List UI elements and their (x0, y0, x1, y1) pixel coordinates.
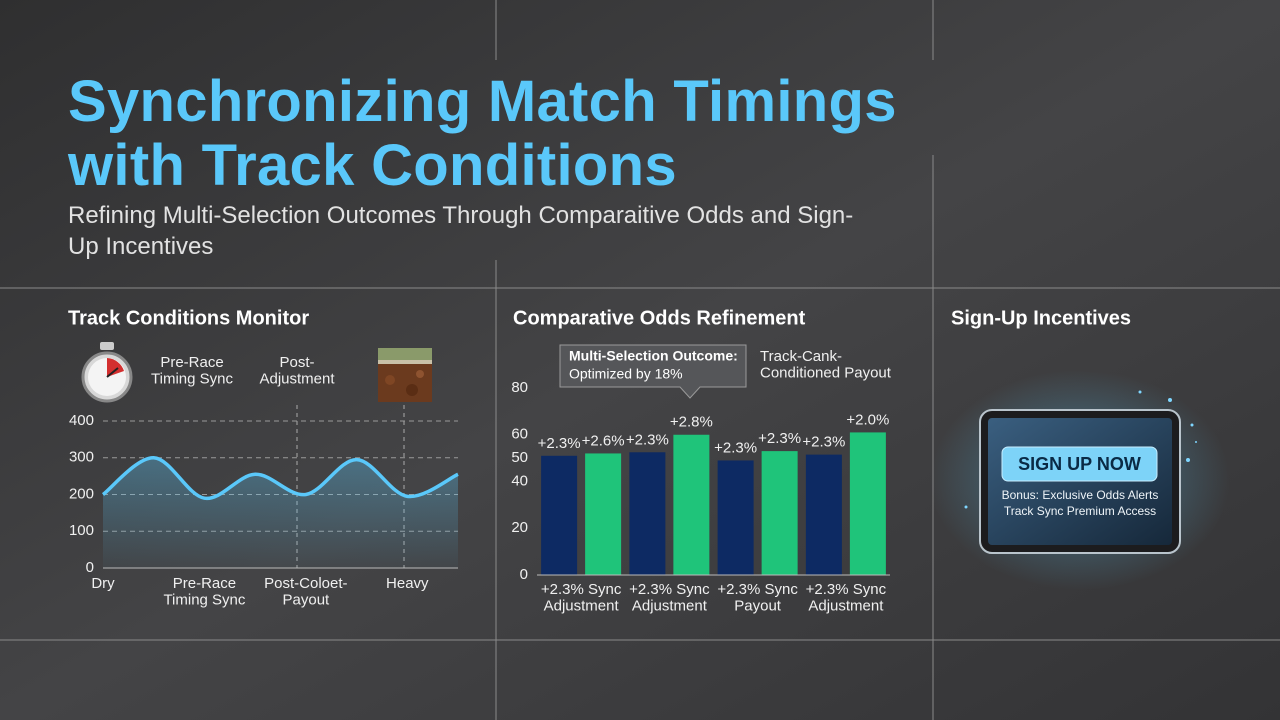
bar (541, 455, 578, 575)
bar-label: +2.3% (714, 439, 757, 456)
x-tick-label: +2.3% Sync Adjustment (806, 581, 887, 615)
line-area (103, 457, 458, 568)
y-tick-label: 50 (511, 449, 528, 466)
bar-label: +2.3% (626, 431, 669, 448)
y-tick-label: 20 (511, 519, 528, 536)
annotation: Track-Cank-Conditioned Payout (760, 348, 892, 382)
bar-label: +2.0% (846, 411, 889, 428)
y-tick-label: 300 (69, 449, 94, 466)
bar-label: +2.3% (802, 434, 845, 451)
y-tick-label: 200 (69, 485, 94, 502)
signup-button-label[interactable]: SIGN UP NOW (1018, 454, 1141, 474)
y-tick-label: 100 (69, 522, 94, 539)
callout-heading: Multi-Selection Outcome: (569, 348, 738, 364)
stopwatch-icon (81, 342, 133, 403)
x-tick-label: +2.3% Sync Payout (717, 581, 798, 615)
annotation: Pre-Race Timing Sync (151, 354, 233, 388)
line-series (101, 455, 459, 500)
panel-title: Comparative Odds Refinement (513, 307, 806, 329)
x-tick-label: Dry (91, 575, 115, 592)
signup-button[interactable] (1001, 446, 1158, 482)
page-title: Synchronizing Match Timings with Track C… (68, 69, 897, 198)
y-tick-label: 0 (520, 566, 528, 583)
bar (585, 453, 622, 575)
y-tick-label: 60 (511, 426, 528, 443)
bar-label: +2.6% (582, 432, 625, 449)
x-tick-label: Heavy (386, 575, 429, 592)
signup-bonus: Track Sync Premium Access (1004, 504, 1156, 518)
bar (673, 434, 710, 575)
callout-text: Optimized by 18% (569, 366, 683, 382)
bar (805, 454, 842, 575)
page-subtitle: Refining Multi-Selection Outcomes Throug… (68, 202, 854, 260)
y-tick-label: 0 (86, 559, 94, 576)
x-tick-label: +2.3% Sync Adjustment (629, 581, 710, 615)
guide-line (296, 405, 405, 568)
callout-box (559, 344, 747, 399)
bar-label: +2.3% (758, 430, 801, 447)
panel-title: Track Conditions Monitor (68, 307, 309, 329)
bar (849, 432, 886, 575)
panel-title: Sign-Up Incentives (951, 307, 1131, 329)
y-tick-label: 80 (511, 379, 528, 396)
x-tick-label: +2.3% Sync Adjustment (541, 581, 622, 615)
x-tick-label: Post-Coloet-Payout (264, 575, 347, 609)
x-tick-label: Pre-Race Timing Sync (163, 575, 245, 609)
annotation: Post-Adjustment (259, 354, 335, 388)
bar (629, 452, 666, 575)
track-soil-image (378, 348, 432, 402)
bar-label: +2.8% (670, 414, 713, 431)
bar-label: +2.3% (538, 435, 581, 452)
y-tick-label: 400 (69, 412, 94, 429)
signup-bonus: Bonus: Exclusive Odds Alerts (1002, 488, 1159, 502)
bar (717, 460, 754, 575)
bar (761, 451, 798, 575)
y-tick-label: 40 (511, 472, 528, 489)
